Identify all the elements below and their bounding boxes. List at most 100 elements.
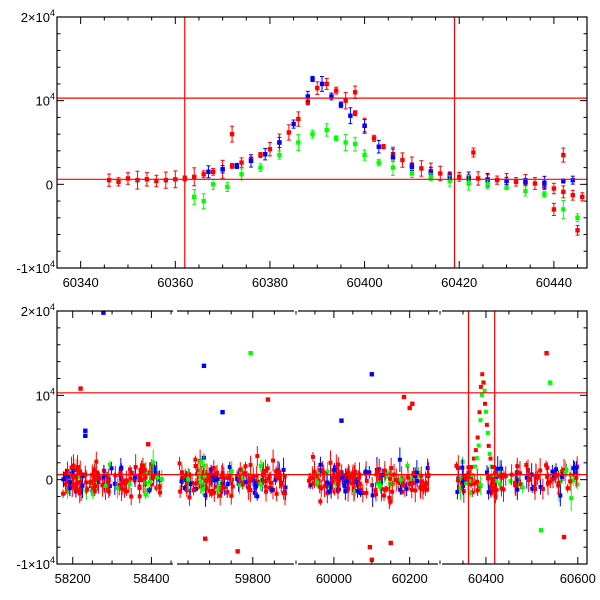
data-point — [218, 493, 223, 498]
flare-point — [479, 392, 484, 397]
data-point — [237, 476, 242, 481]
data-point — [460, 465, 465, 470]
x-tick-label: 59800 — [235, 571, 271, 586]
data-point — [560, 474, 565, 479]
outlier-point — [544, 350, 549, 356]
data-point — [525, 468, 530, 473]
data-point — [220, 167, 225, 172]
data-point — [252, 481, 257, 486]
data-point — [80, 474, 85, 479]
data-point — [269, 487, 274, 492]
data-point — [561, 207, 566, 212]
flare — [463, 372, 502, 487]
data-point — [92, 477, 97, 482]
data-point — [352, 111, 358, 116]
data-point — [129, 494, 134, 499]
data-point — [192, 194, 197, 200]
top-reference-lines — [57, 17, 587, 268]
data-point — [328, 481, 333, 486]
y-tick-label: 104 — [36, 92, 55, 109]
data-point — [244, 480, 249, 485]
top-panel: 60340 60360 60380 60400 60420 60440 -1×104 0 104… — [16, 8, 588, 290]
data-point — [447, 178, 452, 184]
data-point — [178, 489, 183, 494]
data-point — [343, 140, 348, 145]
data-point — [423, 481, 428, 486]
data-point — [201, 198, 206, 204]
data-point — [373, 488, 378, 493]
data-point — [457, 174, 462, 180]
data-point — [383, 474, 388, 479]
data-point — [472, 481, 477, 486]
data-point — [78, 471, 83, 476]
data-point — [331, 475, 336, 480]
data-point — [398, 477, 403, 482]
data-point — [283, 491, 288, 496]
data-point — [466, 180, 471, 185]
data-point — [108, 462, 113, 467]
data-point — [355, 489, 360, 494]
data-point — [230, 484, 235, 489]
data-point — [478, 483, 483, 488]
data-point — [404, 486, 409, 491]
x-tick-label: 60380 — [252, 275, 288, 290]
x-tick-label: 60340 — [63, 275, 99, 290]
data-point — [542, 192, 547, 197]
data-point — [209, 474, 214, 479]
data-point — [378, 483, 383, 488]
data-point — [225, 475, 230, 480]
data-point — [184, 481, 189, 486]
data-point — [471, 150, 476, 155]
data-point — [504, 185, 509, 190]
bottom-reference-lines — [57, 311, 587, 564]
data-point — [242, 471, 247, 476]
data-point — [378, 476, 383, 481]
outlier-point — [201, 363, 207, 369]
data-point — [398, 487, 403, 492]
data-point — [335, 471, 340, 476]
data-point — [387, 495, 392, 500]
data-point — [570, 177, 576, 183]
data-point — [227, 474, 232, 479]
flare-point — [471, 456, 476, 461]
data-point — [561, 189, 566, 195]
data-point — [551, 186, 557, 191]
flare-point — [494, 478, 499, 483]
data-point — [339, 470, 344, 475]
data-point — [454, 463, 459, 468]
data-point — [279, 482, 284, 487]
data-point — [550, 469, 555, 474]
data-point — [315, 85, 320, 91]
data-point — [520, 485, 525, 490]
data-point — [251, 474, 256, 479]
data-point — [312, 481, 317, 486]
outlier-point — [146, 442, 151, 447]
data-point — [461, 489, 466, 494]
data-point — [486, 490, 491, 495]
data-point — [333, 136, 339, 141]
data-point — [558, 493, 563, 498]
data-point — [426, 474, 431, 479]
data-point — [207, 474, 212, 479]
flare-point — [469, 465, 474, 470]
data-point — [545, 465, 550, 470]
data-point — [206, 169, 211, 174]
flare-point — [472, 464, 477, 469]
data-point — [193, 463, 198, 468]
outlier-point — [248, 350, 253, 356]
y-tick-label: 104 — [36, 386, 55, 403]
data-point — [390, 482, 395, 487]
data-point — [377, 467, 382, 472]
data-point — [569, 496, 574, 501]
data-point — [485, 470, 490, 475]
data-point — [376, 481, 381, 486]
data-point — [568, 479, 573, 484]
data-point — [514, 478, 519, 483]
data-point — [353, 469, 358, 474]
data-point — [94, 459, 99, 464]
data-point — [342, 483, 347, 488]
data-point — [248, 158, 254, 164]
data-point — [137, 484, 142, 489]
data-point — [409, 476, 414, 481]
series-2 — [192, 123, 580, 223]
